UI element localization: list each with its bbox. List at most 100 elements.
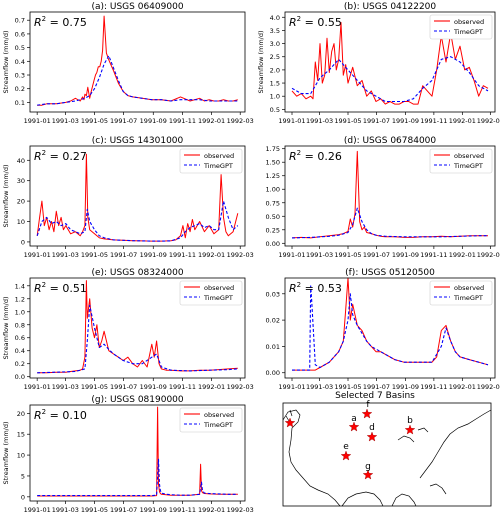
legend-label: observed xyxy=(454,152,484,160)
y-tick-label: 15 xyxy=(17,431,25,439)
star-icon-a xyxy=(348,421,360,432)
y-tick-label: 0.25 xyxy=(266,226,280,234)
y-tick-label: 0.50 xyxy=(266,213,280,221)
x-tick-label: 1992-01 xyxy=(449,251,476,259)
star-label-f: f xyxy=(366,400,370,410)
y-tick-label: 3.5 xyxy=(270,27,280,35)
legend-label: observed xyxy=(204,411,234,419)
y-tick-label: 10 xyxy=(17,218,25,226)
chart-panel-e: (e): USGS 08324000 0.0 0.2 0.4 0.6 0.8 1.0 1.2 1… xyxy=(2,268,254,391)
x-tick-label: 1992-01 xyxy=(198,506,225,514)
y-tick-label: 0.2 xyxy=(15,85,25,93)
legend: observed TimeGPT xyxy=(179,407,243,433)
y-tick-label: 1.0 xyxy=(15,308,25,316)
x-tick-label: 1991-09 xyxy=(392,117,419,125)
r-squared-annotation: R2 = 0.27 xyxy=(34,149,87,163)
x-tick-label: 1991-05 xyxy=(334,251,361,259)
map-title: Selected 7 Basins xyxy=(335,391,415,401)
x-tick-label: 1991-05 xyxy=(81,117,108,125)
x-tick-label: 1991-01 xyxy=(278,117,305,125)
series-line-observed xyxy=(37,406,238,497)
star-icon-f xyxy=(361,408,373,419)
legend-label: TimeGPT xyxy=(203,294,233,302)
r-squared-annotation: R2 = 0.75 xyxy=(34,15,87,29)
y-tick-label: 2.0 xyxy=(270,66,280,74)
plot-frame xyxy=(29,277,246,379)
legend-label: observed xyxy=(204,152,234,160)
y-tick-label: 0.01 xyxy=(266,343,280,351)
y-tick-label: 5 xyxy=(21,472,25,480)
x-tick-label: 1991-05 xyxy=(81,251,108,259)
y-tick-label: 0.03 xyxy=(266,290,280,298)
x-tick-label: 1991-03 xyxy=(52,383,79,391)
legend-label: TimeGPT xyxy=(453,162,483,170)
x-tick-label: 1992-01 xyxy=(198,117,225,125)
legend-label: observed xyxy=(454,18,484,26)
chart-title: (e): USGS 08324000 xyxy=(91,268,183,278)
y-tick-label: 0.4 xyxy=(15,58,25,66)
x-tick-label: 1991-03 xyxy=(306,383,333,391)
legend-label: observed xyxy=(454,284,484,292)
x-tick-label: 1992-03 xyxy=(227,506,254,514)
y-tick-label: 0.02 xyxy=(266,317,280,325)
series-line-timegpt xyxy=(291,207,488,239)
y-tick-label: 0.7 xyxy=(15,17,25,25)
chart-panel-d: (d): USGS 06784000 0.00 0.25 0.50 0.75 1.00 1.… xyxy=(266,136,500,259)
x-tick-label: 1991-03 xyxy=(52,506,79,514)
chart-title: (f): USGS 05120500 xyxy=(345,268,435,278)
series-line-timegpt xyxy=(36,200,239,242)
r-squared-annotation: R2 = 0.26 xyxy=(289,149,342,163)
x-tick-label: 1991-03 xyxy=(52,117,79,125)
x-tick-label: 1992-03 xyxy=(477,251,500,259)
chart-title: (g): USGS 08190000 xyxy=(91,395,184,405)
y-tick-label: 0.75 xyxy=(266,199,280,207)
x-tick-label: 1991-03 xyxy=(306,117,333,125)
y-axis-label: Streamflow (mm/d) xyxy=(2,164,10,227)
y-tick-label: 1.0 xyxy=(270,93,280,101)
y-tick-label: 20 xyxy=(17,198,25,206)
series-line-timegpt xyxy=(37,458,238,497)
x-tick-label: 1991-11 xyxy=(169,117,196,125)
x-tick-label: 1992-01 xyxy=(198,383,225,391)
y-tick-label: 0.5 xyxy=(15,44,25,52)
coastline-outline xyxy=(282,409,492,507)
star-label-d: d xyxy=(369,423,375,433)
x-tick-label: 1991-09 xyxy=(392,383,419,391)
x-tick-label: 1991-09 xyxy=(140,506,167,514)
y-tick-label: 0.6 xyxy=(15,30,25,38)
y-tick-label: 1.4 xyxy=(15,282,25,290)
y-tick-label: 3.0 xyxy=(270,40,280,48)
r-squared-annotation: R2 = 0.51 xyxy=(34,281,87,295)
y-axis-label: Streamflow (mm/d) xyxy=(2,30,10,93)
x-tick-label: 1991-05 xyxy=(81,506,108,514)
map-frame xyxy=(282,402,492,507)
x-tick-label: 1991-03 xyxy=(52,251,79,259)
chart-title: (b): USGS 04122200 xyxy=(344,2,437,12)
series-line-timegpt xyxy=(291,56,489,103)
x-tick-label: 1991-07 xyxy=(110,117,137,125)
star-labels: a b f d e g xyxy=(343,400,413,472)
x-tick-label: 1992-01 xyxy=(198,251,225,259)
x-tick-label: 1991-01 xyxy=(278,383,305,391)
y-axis-label: Streamflow (mm/d) xyxy=(2,421,10,484)
y-tick-label: 30 xyxy=(17,177,25,185)
star-label-g: g xyxy=(365,462,371,472)
y-tick-label: 0.2 xyxy=(15,360,25,368)
chart-panel-f: (f): USGS 05120500 0.00 0.01 0.02 0.03 1991-0… xyxy=(266,268,500,391)
series-line-timegpt xyxy=(292,285,489,371)
y-tick-label: 20 xyxy=(17,410,25,418)
y-tick-label: 0.00 xyxy=(266,369,280,377)
y-tick-label: 10 xyxy=(17,452,25,460)
star-icon-d xyxy=(366,431,378,442)
y-tick-label: 0.6 xyxy=(15,334,25,342)
x-tick-label: 1991-11 xyxy=(169,251,196,259)
legend-label: TimeGPT xyxy=(203,421,233,429)
x-tick-label: 1991-07 xyxy=(363,251,390,259)
y-axis-label: Streamflow (mm/d) xyxy=(257,30,265,93)
x-tick-label: 1991-07 xyxy=(110,251,137,259)
series-line-observed xyxy=(291,22,489,105)
plot-frame xyxy=(29,404,246,502)
x-tick-label: 1991-11 xyxy=(169,506,196,514)
legend: observed TimeGPT xyxy=(429,14,493,40)
series-line-timegpt xyxy=(37,304,238,374)
